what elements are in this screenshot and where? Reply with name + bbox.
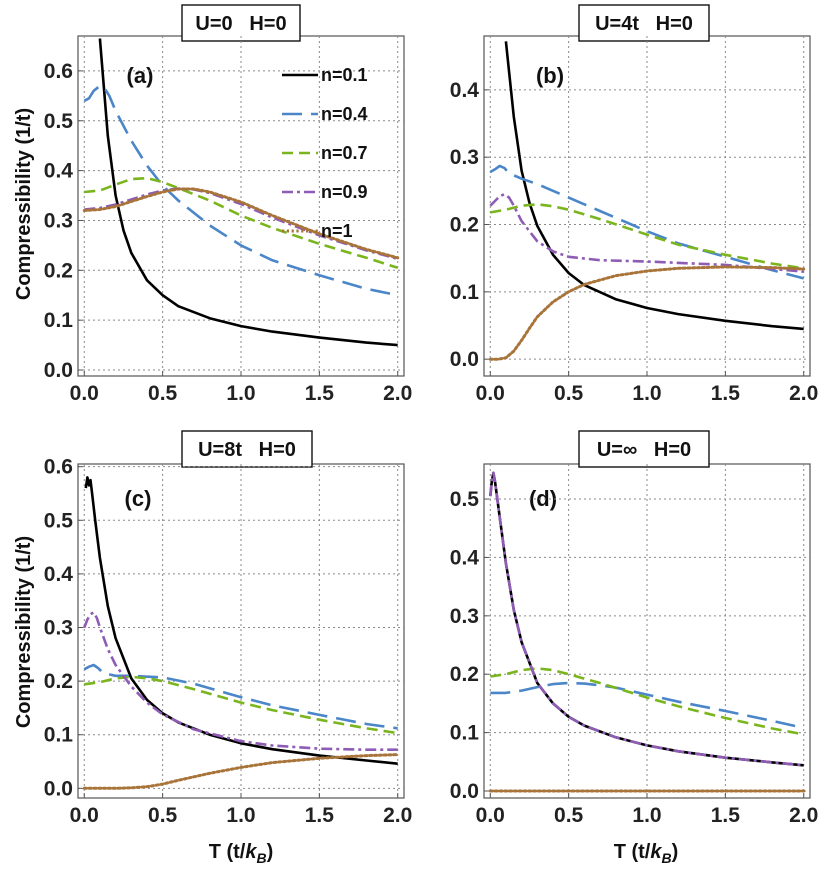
panel-a-label: (a): [127, 63, 154, 88]
legend: n=0.1 n=0.4 n=0.7 n=0.9 n=1: [282, 65, 368, 241]
legend-label-n-0-1: n=0.1: [321, 65, 368, 85]
panel-c: U=8t H=0 (c) Compressibility (1/t) T (t/…: [13, 430, 405, 866]
panel-c-ytick-label-0: 0.0: [44, 777, 73, 800]
panel-b-xtick-label-3: 1.5: [711, 382, 741, 405]
legend-label-n-0-9: n=0.9: [321, 182, 368, 202]
panel-a-ytick-label-1: 0.1: [44, 309, 74, 332]
panel-b-series-group: [488, 41, 806, 361]
panel-b-xtick-label-0: 0.0: [476, 382, 505, 405]
panel-a-ytick-label-5: 0.5: [44, 110, 74, 133]
panel-c-xtick-label-2: 1.0: [226, 804, 255, 827]
legend-label-n-1: n=1: [321, 221, 353, 241]
panel-a-plot: 0.0 0.5 1.0 1.5 2.0 0.0 0.1 0.2 0.3 0.4 0.5 0.6 n=0.…: [44, 36, 412, 405]
panel-d-title-box: [578, 430, 710, 468]
panel-a-series-n-0-4: [83, 84, 398, 297]
panel-b-xtick-label-2: 1.0: [632, 382, 661, 405]
panel-c-series-group: [82, 476, 400, 790]
panel-d-ytick-label-1: 0.1: [450, 722, 480, 745]
panel-a-ytick-label-4: 0.4: [44, 160, 74, 183]
panel-b: U=4t H=0 (b): [483, 4, 811, 377]
panel-a-xtick-label-3: 1.5: [305, 382, 335, 405]
panel-c-label: (c): [125, 486, 152, 511]
panel-d-ytick-label-3: 0.3: [450, 605, 479, 628]
panel-b-title-box: [578, 4, 710, 42]
panel-b-ytick-label-2: 0.2: [450, 214, 479, 237]
panel-c-title-box: [181, 430, 313, 468]
panel-b-plot: 0.0 0.5 1.0 1.5 2.0 0.0 0.1 0.2 0.3 0.4: [450, 36, 818, 405]
panel-c-series-n-0-7: [84, 675, 398, 735]
panel-d-ytick-label-4: 0.4: [450, 546, 480, 569]
panel-b-series-n-0-9: [489, 192, 804, 273]
panel-b-series-n-0-1: [504, 41, 804, 331]
panel-a-xtick-label-2: 1.0: [226, 382, 255, 405]
panel-b-title: U=4t H=0: [595, 13, 693, 35]
panel-c-plot: 0.0 0.5 1.0 1.5 2.0 0.0 0.1 0.2 0.3 0.4 0.5 0.6: [44, 456, 413, 827]
panel-c-xtick-label-3: 1.5: [305, 804, 335, 827]
panel-c-title: U=8t H=0: [198, 439, 296, 461]
panel-a-ytick-label-3: 0.3: [44, 209, 73, 232]
panel-c-ytick-label-4: 0.4: [44, 563, 74, 586]
panel-c-ytick-label-5: 0.5: [44, 509, 74, 532]
panel-c-ytick-label-1: 0.1: [44, 724, 74, 747]
panel-b-xtick-label-1: 0.5: [554, 382, 584, 405]
panel-d-series-n-0-4: [490, 681, 804, 730]
panel-d-series-n-0-9: [489, 471, 804, 767]
legend-label-n-0-4: n=0.4: [321, 104, 368, 124]
panel-c-series-n-0-9: [83, 611, 398, 751]
panel-d-ytick-label-2: 0.2: [450, 663, 479, 686]
panel-b-ytick-label-1: 0.1: [450, 281, 480, 304]
panel-d-ytick-label-0: 0.0: [450, 780, 479, 803]
panel-b-label: (b): [536, 63, 564, 88]
panel-a-ytick-label-2: 0.2: [44, 259, 73, 282]
panel-a-xtick-label-4: 2.0: [383, 382, 412, 405]
panel-d-ytick-label-5: 0.5: [450, 488, 480, 511]
panel-c-series-n-0-1: [84, 476, 398, 765]
panel-a-series-n-0-1: [98, 38, 398, 347]
panel-a-title: U=0 H=0: [195, 13, 286, 35]
panel-b-series-n-0-7: [490, 203, 804, 270]
panel-c-ytick-label-6: 0.6: [44, 456, 73, 479]
panel-a-xtick-label-0: 0.0: [70, 382, 99, 405]
panel-b-series-n-1: [488, 265, 806, 361]
panel-b-ytick-label-3: 0.3: [450, 146, 479, 169]
panel-b-ytick-label-0: 0.0: [450, 348, 479, 371]
panel-c-ylabel: Compressibility (1/t): [13, 536, 35, 728]
panel-b-ytick-label-4: 0.4: [450, 79, 480, 102]
panel-d-xtick-label-1: 0.5: [554, 804, 584, 827]
panel-c-series-n-0-4: [83, 663, 398, 730]
panel-d-xtick-label-4: 2.0: [789, 804, 818, 827]
panel-d-xlabel: T (t/kB): [614, 841, 679, 866]
panel-c-xtick-label-0: 0.0: [70, 804, 99, 827]
panel-d-xtick-label-3: 1.5: [711, 804, 741, 827]
panel-c-xlabel: T (t/kB): [209, 841, 274, 866]
panel-d-xtick-label-2: 1.0: [632, 804, 661, 827]
legend-label-n-0-7: n=0.7: [321, 143, 368, 163]
panel-d-series-group: [488, 471, 806, 793]
panel-a-xtick-label-1: 0.5: [148, 382, 178, 405]
panel-d-plot: 0.0 0.5 1.0 1.5 2.0 0.0 0.1 0.2 0.3 0.4 0.5: [450, 464, 818, 827]
panel-c-ytick-label-3: 0.3: [44, 617, 73, 640]
panel-d-title: U=∞ H=0: [597, 439, 691, 461]
panel-b-xtick-label-4: 2.0: [789, 382, 818, 405]
panel-d-label: (d): [529, 486, 557, 511]
panel-a-ytick-label-6: 0.6: [44, 60, 73, 83]
panel-c-xtick-label-1: 0.5: [148, 804, 178, 827]
panel-c-series-n-1: [82, 753, 400, 790]
panel-a-ytick-label-0: 0.0: [44, 359, 73, 382]
panel-d: U=∞ H=0 (d) T (t/kB): [483, 430, 811, 866]
panel-b-series-n-0-4: [489, 164, 805, 280]
panel-a: U=0 H=0 (a) Compressibility (1/t): [13, 4, 405, 377]
panel-c-xtick-label-4: 2.0: [383, 804, 412, 827]
panel-d-xtick-label-0: 0.0: [476, 804, 505, 827]
panel-c-ytick-label-2: 0.2: [44, 670, 73, 693]
panel-a-ylabel: Compressibility (1/t): [13, 108, 35, 300]
